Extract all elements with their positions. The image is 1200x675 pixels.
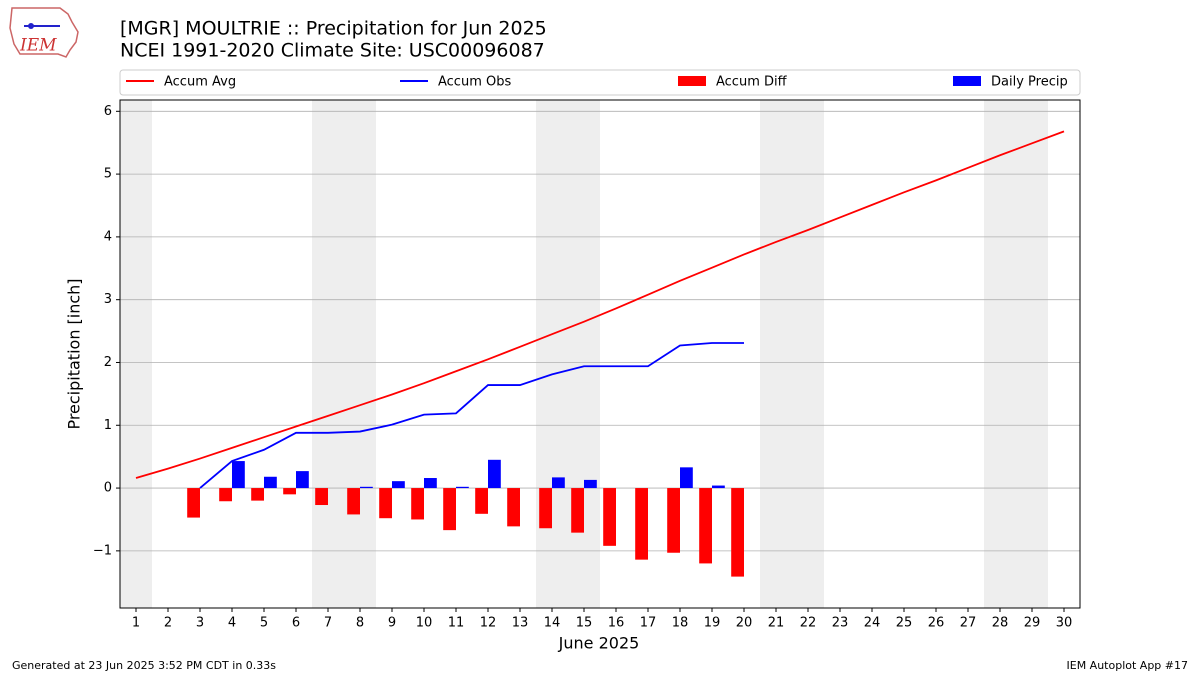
bar (424, 478, 437, 489)
bar (584, 479, 597, 489)
bar (488, 459, 501, 489)
x-tick-label: 25 (896, 616, 913, 631)
x-tick-label: 29 (1024, 616, 1041, 631)
legend-label: Accum Avg (164, 75, 236, 90)
x-axis-label: June 2025 (558, 634, 640, 653)
bar (360, 486, 373, 489)
logo-shape (9, 7, 79, 58)
weekend-shade (760, 100, 824, 608)
legend-label: Accum Obs (438, 75, 511, 90)
x-tick-label: 9 (388, 616, 396, 631)
x-tick-label: 22 (800, 616, 817, 631)
x-tick-label: 19 (704, 616, 721, 631)
bar (731, 488, 744, 577)
bar (347, 488, 360, 515)
x-tick-label: 6 (292, 616, 300, 631)
bar (539, 488, 552, 529)
x-tick-label: 23 (832, 616, 849, 631)
x-tick-label: 27 (960, 616, 977, 631)
weekend-shade (984, 100, 1048, 608)
weekend-shade (120, 100, 152, 608)
bar (635, 488, 648, 560)
bar (571, 488, 584, 533)
x-tick-label: 13 (512, 616, 529, 631)
x-tick-label: 30 (1056, 616, 1073, 631)
x-tick-label: 1 (132, 616, 140, 631)
bar (603, 488, 616, 546)
bar (187, 488, 200, 518)
weekend-shade (312, 100, 376, 608)
x-tick-label: 21 (768, 616, 785, 631)
x-tick-label: 8 (356, 616, 364, 631)
bar (392, 481, 405, 489)
x-tick-label: 7 (324, 616, 332, 631)
bar (680, 467, 693, 489)
bar (475, 488, 488, 514)
footer-right: IEM Autoplot App #17 (1067, 659, 1189, 672)
x-tick-label: 16 (608, 616, 625, 631)
logo-text: IEM (19, 36, 57, 56)
logo-dot (28, 23, 34, 29)
y-tick-label: 5 (104, 167, 112, 182)
bar (283, 488, 296, 495)
bar (456, 486, 469, 489)
footer-left: Generated at 23 Jun 2025 3:52 PM CDT in … (12, 659, 276, 672)
x-tick-label: 18 (672, 616, 689, 631)
y-tick-label: 0 (104, 481, 112, 496)
x-tick-label: 24 (864, 616, 881, 631)
bar (232, 461, 245, 489)
bar (699, 488, 712, 564)
x-tick-label: 15 (576, 616, 593, 631)
y-tick-label: 2 (104, 355, 112, 370)
x-tick-label: 28 (992, 616, 1009, 631)
x-tick-label: 4 (228, 616, 236, 631)
bar (443, 488, 456, 531)
legend-label: Daily Precip (991, 75, 1068, 90)
y-axis-label: Precipitation [inch] (65, 278, 84, 429)
x-tick-label: 10 (416, 616, 433, 631)
legend-label: Accum Diff (716, 75, 788, 90)
bar (507, 488, 520, 527)
x-tick-label: 14 (544, 616, 561, 631)
bar (552, 477, 565, 489)
y-tick-label: 1 (104, 418, 112, 433)
bar (712, 485, 725, 489)
x-tick-label: 2 (164, 616, 172, 631)
y-tick-label: 6 (104, 104, 112, 119)
chart-title: [MGR] MOULTRIE :: Precipitation for Jun … (120, 18, 547, 40)
y-tick-label: 3 (104, 292, 112, 307)
line (199, 342, 744, 489)
legend-swatch (953, 76, 981, 86)
x-tick-label: 20 (736, 616, 753, 631)
x-tick-label: 26 (928, 616, 945, 631)
weekend-shade (536, 100, 600, 608)
bar (251, 488, 264, 501)
logo: IEM (9, 7, 79, 58)
bar (296, 471, 309, 489)
legend-box (119, 69, 1081, 96)
bar (264, 476, 277, 489)
bar (667, 488, 680, 553)
x-tick-label: 12 (480, 616, 497, 631)
bar (219, 488, 232, 502)
legend-swatch (678, 76, 706, 86)
x-tick-label: 3 (196, 616, 204, 631)
x-tick-label: 11 (448, 616, 465, 631)
x-tick-label: 17 (640, 616, 657, 631)
chart-subtitle: NCEI 1991-2020 Climate Site: USC00096087 (120, 40, 545, 62)
line (135, 130, 1065, 479)
y-tick-label: −1 (93, 543, 112, 558)
bar (411, 488, 424, 520)
x-tick-label: 5 (260, 616, 268, 631)
bar (379, 488, 392, 519)
bar (315, 488, 328, 506)
y-tick-label: 4 (104, 229, 112, 244)
plot-frame (119, 99, 1081, 609)
